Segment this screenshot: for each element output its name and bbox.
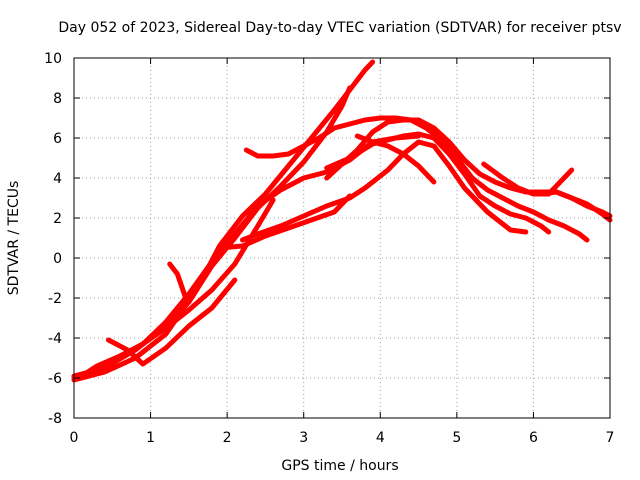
series-line-sat-9 xyxy=(243,115,590,243)
x-tick-label: 1 xyxy=(146,430,155,446)
y-axis-label: SDTVAR / TECUs xyxy=(6,181,22,296)
ticks: 0 1 2 3 4 5 6 7 -8 -6 -4 -2 0 2 4 6 8 10 xyxy=(44,51,614,446)
x-tick-label: 6 xyxy=(529,430,538,446)
series-line-sat-13 xyxy=(481,161,575,197)
series-line-sat-14 xyxy=(538,189,613,223)
plot-frame xyxy=(73,57,611,419)
series-group xyxy=(71,59,613,383)
y-tick-label: 2 xyxy=(53,211,62,227)
x-tick-label: 5 xyxy=(452,430,461,446)
x-tick-label: 3 xyxy=(299,430,308,446)
y-tick-label: 0 xyxy=(53,251,62,267)
y-tick-label: -2 xyxy=(48,291,62,307)
x-axis-label: GPS time / hours xyxy=(281,458,398,474)
x-tick-label: 4 xyxy=(376,430,385,446)
series-line-sat-7 xyxy=(240,139,529,243)
y-tick-label: 6 xyxy=(53,131,62,147)
series-line-sat-6 xyxy=(167,261,188,299)
y-tick-label: -6 xyxy=(48,371,62,387)
x-tick-label: 0 xyxy=(70,430,79,446)
y-tick-label: 8 xyxy=(53,91,62,107)
series-line-sat-8 xyxy=(217,193,353,251)
series-line-sat-12 xyxy=(354,133,437,185)
x-tick-label: 2 xyxy=(223,430,232,446)
y-tick-label: 4 xyxy=(53,171,62,187)
y-tick-label: -8 xyxy=(48,411,62,427)
x-tick-label: 7 xyxy=(606,430,615,446)
y-tick-label: 10 xyxy=(44,51,62,67)
y-tick-label: -4 xyxy=(48,331,62,347)
chart-title: Day 052 of 2023, Sidereal Day-to-day VTE… xyxy=(58,20,621,36)
